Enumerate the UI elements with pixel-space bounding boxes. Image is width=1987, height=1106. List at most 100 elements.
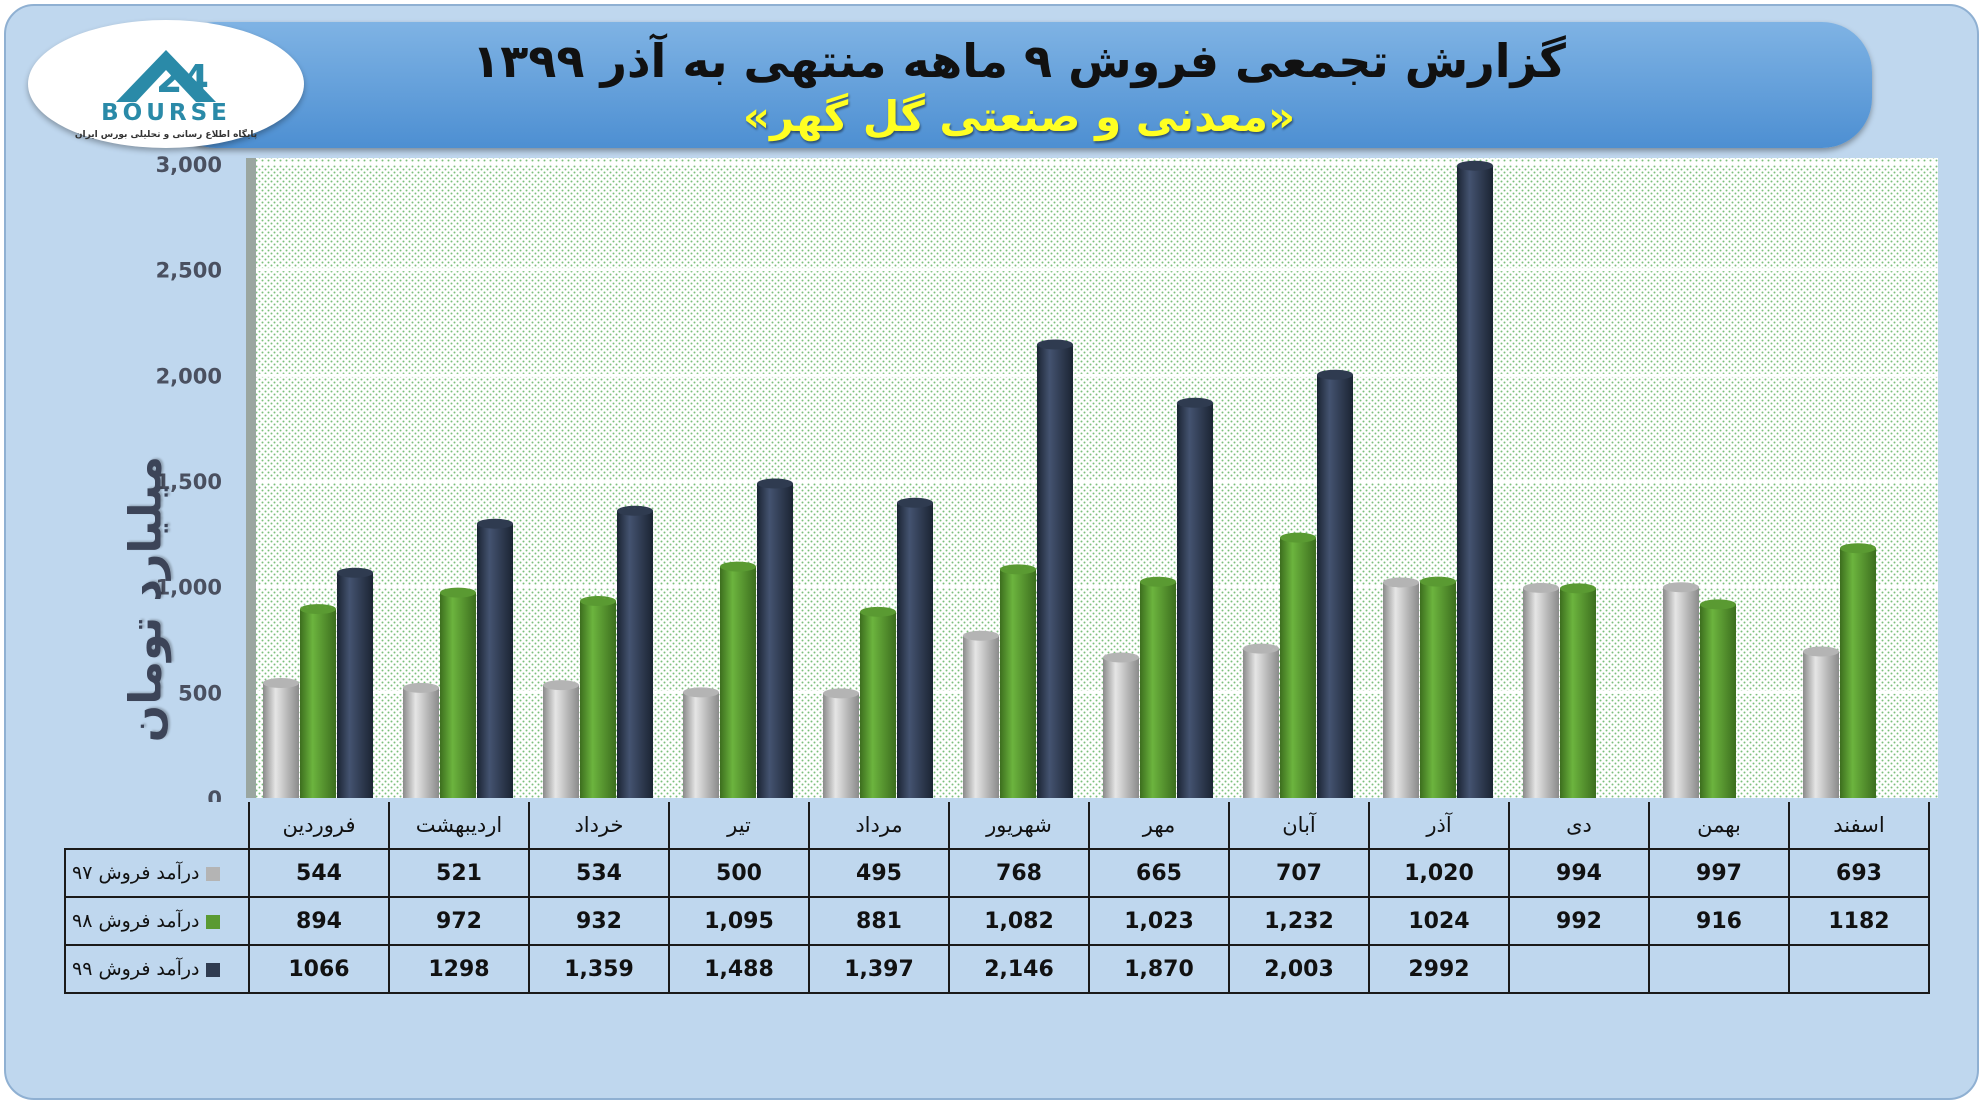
- category-label: خرداد: [528, 802, 670, 850]
- category-label: آذر: [1368, 802, 1510, 850]
- data-label: 1,023: [1088, 896, 1230, 946]
- bar: [477, 518, 513, 798]
- series-name: درآمد فروش ۹۸: [72, 910, 200, 932]
- y-tick-label: 500: [178, 681, 222, 705]
- data-label: [1648, 944, 1790, 994]
- bar: [1840, 543, 1876, 798]
- chart-title: گزارش تجمعی فروش ۹ ماهه منتهی به آذر ۱۳۹…: [472, 34, 1566, 88]
- data-label: 1,870: [1088, 944, 1230, 994]
- bar: [1383, 577, 1419, 798]
- data-label: 534: [528, 848, 670, 898]
- chart-subtitle: «معدنی و صنعتی گل گهر»: [742, 92, 1296, 141]
- data-label: 894: [248, 896, 390, 946]
- series-name: درآمد فروش ۹۷: [72, 862, 200, 884]
- data-label: 972: [388, 896, 530, 946]
- data-label: 1,082: [948, 896, 1090, 946]
- data-label: 916: [1648, 896, 1790, 946]
- bar: [683, 687, 719, 798]
- legend-swatch-icon: [205, 866, 220, 881]
- y-axis-label: میلیارد تومان: [120, 456, 172, 743]
- category-label: شهریور: [948, 802, 1090, 850]
- data-label: 881: [808, 896, 950, 946]
- data-label: 707: [1228, 848, 1370, 898]
- bar: [543, 680, 579, 798]
- table-corner: [65, 802, 250, 849]
- bar: [1700, 599, 1736, 798]
- category-label: بهمن: [1648, 802, 1790, 850]
- bar: [1280, 532, 1316, 798]
- table-row: درآمد فروش ۹۸ 894 972 932 1,095 881 1,082 1,023…: [64, 896, 1930, 946]
- bar: [1663, 582, 1699, 798]
- data-label: 2,003: [1228, 944, 1370, 994]
- category-label: اسفند: [1788, 802, 1930, 850]
- bar: [1523, 582, 1559, 798]
- bar: [1140, 576, 1176, 798]
- logo-wordmark: BOURSE: [101, 100, 231, 126]
- table-row: درآمد فروش ۹۷ 544 521 534 500 495 768 665 707 1,0…: [64, 848, 1930, 898]
- bar: [1037, 339, 1073, 798]
- data-label: [1508, 944, 1650, 994]
- bar: [1103, 652, 1139, 798]
- category-label: مهر: [1088, 802, 1230, 850]
- legend-swatch-icon: [205, 962, 220, 977]
- bar: [1560, 583, 1596, 798]
- legend-swatch-icon: [205, 914, 220, 929]
- data-label: 500: [668, 848, 810, 898]
- category-label: تیر: [668, 802, 810, 850]
- bar: [897, 497, 933, 798]
- data-label: 1024: [1368, 896, 1510, 946]
- category-label: دی: [1508, 802, 1650, 850]
- data-label: 2,146: [948, 944, 1090, 994]
- plot-side-wall: [246, 158, 256, 798]
- bar: [823, 688, 859, 798]
- bar: [300, 604, 336, 798]
- y-tick-label: 3,000: [156, 153, 222, 177]
- chart-page: گزارش تجمعی فروش ۹ ماهه منتهی به آذر ۱۳۹…: [4, 4, 1979, 1100]
- data-label: 1,397: [808, 944, 950, 994]
- bar-chart: 0 500 1,000 1,500 2,000 2,500 3,000: [156, 153, 1938, 806]
- bar: [617, 505, 653, 798]
- y-tick-label: 2,000: [156, 364, 222, 388]
- bar: [403, 682, 439, 798]
- bar: [580, 596, 616, 798]
- bar: [720, 561, 756, 798]
- y-axis-ticks: 0 500 1,000 1,500 2,000 2,500 3,000: [156, 153, 222, 806]
- data-label: 1298: [388, 944, 530, 994]
- y-tick-label: 1,000: [156, 576, 222, 600]
- legend-entry: درآمد فروش ۹۹: [64, 944, 250, 994]
- data-label: 693: [1788, 848, 1930, 898]
- category-label: اردیبهشت: [388, 802, 530, 850]
- y-tick-label: 1,500: [156, 470, 222, 494]
- y-tick-label: 2,500: [156, 259, 222, 283]
- logo-caption: پایگاه اطلاع رسانی و تحلیلی بورس ایران: [74, 130, 258, 140]
- gridlines: [256, 162, 1938, 694]
- data-label: 1,488: [668, 944, 810, 994]
- table-row: درآمد فروش ۹۹ 1066 1298 1,359 1,488 1,397 2,14…: [64, 944, 1930, 994]
- data-label: 992: [1508, 896, 1650, 946]
- svg-text:24: 24: [156, 57, 209, 101]
- logo-mark-icon: 24: [116, 50, 216, 102]
- data-label: 768: [948, 848, 1090, 898]
- bar: [1317, 369, 1353, 798]
- category-label: آبان: [1228, 802, 1370, 850]
- legend-entry: درآمد فروش ۹۷: [64, 848, 250, 898]
- title-banner: گزارش تجمعی فروش ۹ ماهه منتهی به آذر ۱۳۹…: [166, 22, 1872, 148]
- category-label: مرداد: [808, 802, 950, 850]
- data-label: 932: [528, 896, 670, 946]
- data-label: 1,232: [1228, 896, 1370, 946]
- bar: [337, 567, 373, 798]
- bar: [1457, 160, 1493, 798]
- data-label: 665: [1088, 848, 1230, 898]
- data-label: 1,359: [528, 944, 670, 994]
- data-label: 1,020: [1368, 848, 1510, 898]
- data-label: 2992: [1368, 944, 1510, 994]
- data-label: 1182: [1788, 896, 1930, 946]
- data-label: 1,095: [668, 896, 810, 946]
- data-label: 994: [1508, 848, 1650, 898]
- bar: [963, 630, 999, 798]
- bar: [860, 606, 896, 798]
- bar: [1177, 397, 1213, 798]
- data-label: 544: [248, 848, 390, 898]
- data-label: 495: [808, 848, 950, 898]
- data-table: فروردین اردیبهشت خرداد تیر مرداد شهریور مهر آبا…: [64, 802, 1930, 994]
